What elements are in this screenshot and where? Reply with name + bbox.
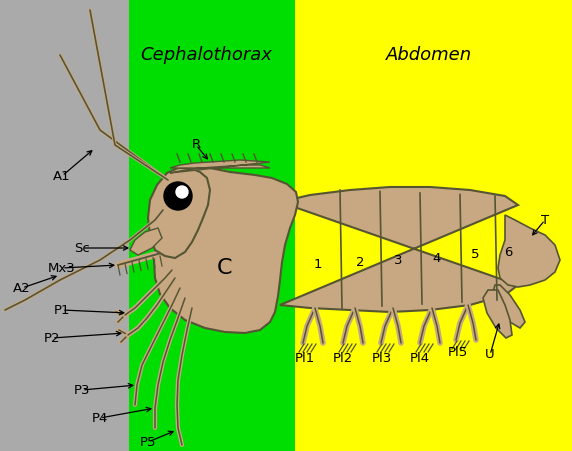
Text: P5: P5 [140, 436, 156, 448]
Text: 1: 1 [314, 258, 322, 272]
Circle shape [176, 186, 188, 198]
Text: 5: 5 [471, 249, 479, 262]
Bar [295, 0, 572, 451]
Text: Sc: Sc [74, 241, 90, 254]
Polygon shape [492, 285, 525, 328]
Polygon shape [498, 215, 560, 287]
Text: 3: 3 [394, 253, 402, 267]
Text: Pl2: Pl2 [333, 351, 353, 364]
Text: P2: P2 [43, 331, 60, 345]
Text: Abdomen: Abdomen [386, 46, 472, 64]
Text: Pl3: Pl3 [372, 351, 392, 364]
Circle shape [164, 182, 192, 210]
Text: T: T [541, 213, 549, 226]
Text: Pl4: Pl4 [410, 351, 430, 364]
Text: U: U [485, 349, 495, 362]
Text: 2: 2 [356, 256, 364, 268]
Polygon shape [170, 160, 270, 173]
Text: Pl5: Pl5 [448, 345, 468, 359]
Text: A2: A2 [13, 281, 31, 295]
Polygon shape [483, 290, 512, 338]
Text: Mx3: Mx3 [48, 262, 76, 275]
Text: 6: 6 [504, 245, 512, 258]
Text: Pl1: Pl1 [295, 351, 315, 364]
Bar [129, 0, 295, 451]
Text: P1: P1 [54, 304, 70, 317]
Polygon shape [280, 187, 518, 312]
Text: 4: 4 [433, 252, 441, 264]
Text: A1: A1 [53, 170, 71, 183]
Text: Cephalothorax: Cephalothorax [140, 46, 272, 64]
Text: P3: P3 [74, 383, 90, 396]
Polygon shape [154, 167, 298, 333]
Text: P4: P4 [92, 411, 108, 424]
Polygon shape [148, 168, 210, 258]
Text: C: C [217, 258, 233, 278]
Text: R: R [192, 138, 201, 152]
Polygon shape [130, 228, 162, 255]
Bar [0, 0, 129, 451]
